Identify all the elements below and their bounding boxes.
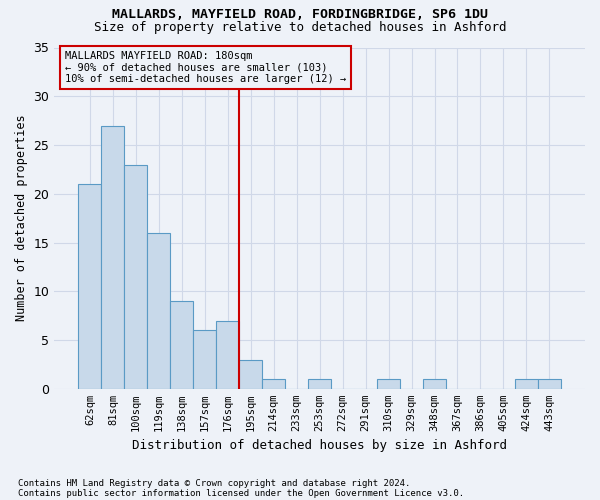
- Bar: [538, 379, 561, 389]
- Bar: [308, 379, 331, 389]
- Bar: [170, 301, 193, 389]
- Bar: [423, 379, 446, 389]
- Bar: [79, 184, 101, 389]
- Text: MALLARDS, MAYFIELD ROAD, FORDINGBRIDGE, SP6 1DU: MALLARDS, MAYFIELD ROAD, FORDINGBRIDGE, …: [112, 8, 488, 20]
- Bar: [193, 330, 216, 389]
- X-axis label: Distribution of detached houses by size in Ashford: Distribution of detached houses by size …: [132, 440, 507, 452]
- Text: Contains HM Land Registry data © Crown copyright and database right 2024.: Contains HM Land Registry data © Crown c…: [18, 478, 410, 488]
- Text: Contains public sector information licensed under the Open Government Licence v3: Contains public sector information licen…: [18, 488, 464, 498]
- Text: Size of property relative to detached houses in Ashford: Size of property relative to detached ho…: [94, 21, 506, 34]
- Bar: [515, 379, 538, 389]
- Bar: [216, 320, 239, 389]
- Bar: [239, 360, 262, 389]
- Bar: [262, 379, 285, 389]
- Bar: [101, 126, 124, 389]
- Bar: [124, 164, 148, 389]
- Bar: [148, 233, 170, 389]
- Bar: [377, 379, 400, 389]
- Text: MALLARDS MAYFIELD ROAD: 180sqm
← 90% of detached houses are smaller (103)
10% of: MALLARDS MAYFIELD ROAD: 180sqm ← 90% of …: [65, 51, 346, 84]
- Y-axis label: Number of detached properties: Number of detached properties: [15, 115, 28, 322]
